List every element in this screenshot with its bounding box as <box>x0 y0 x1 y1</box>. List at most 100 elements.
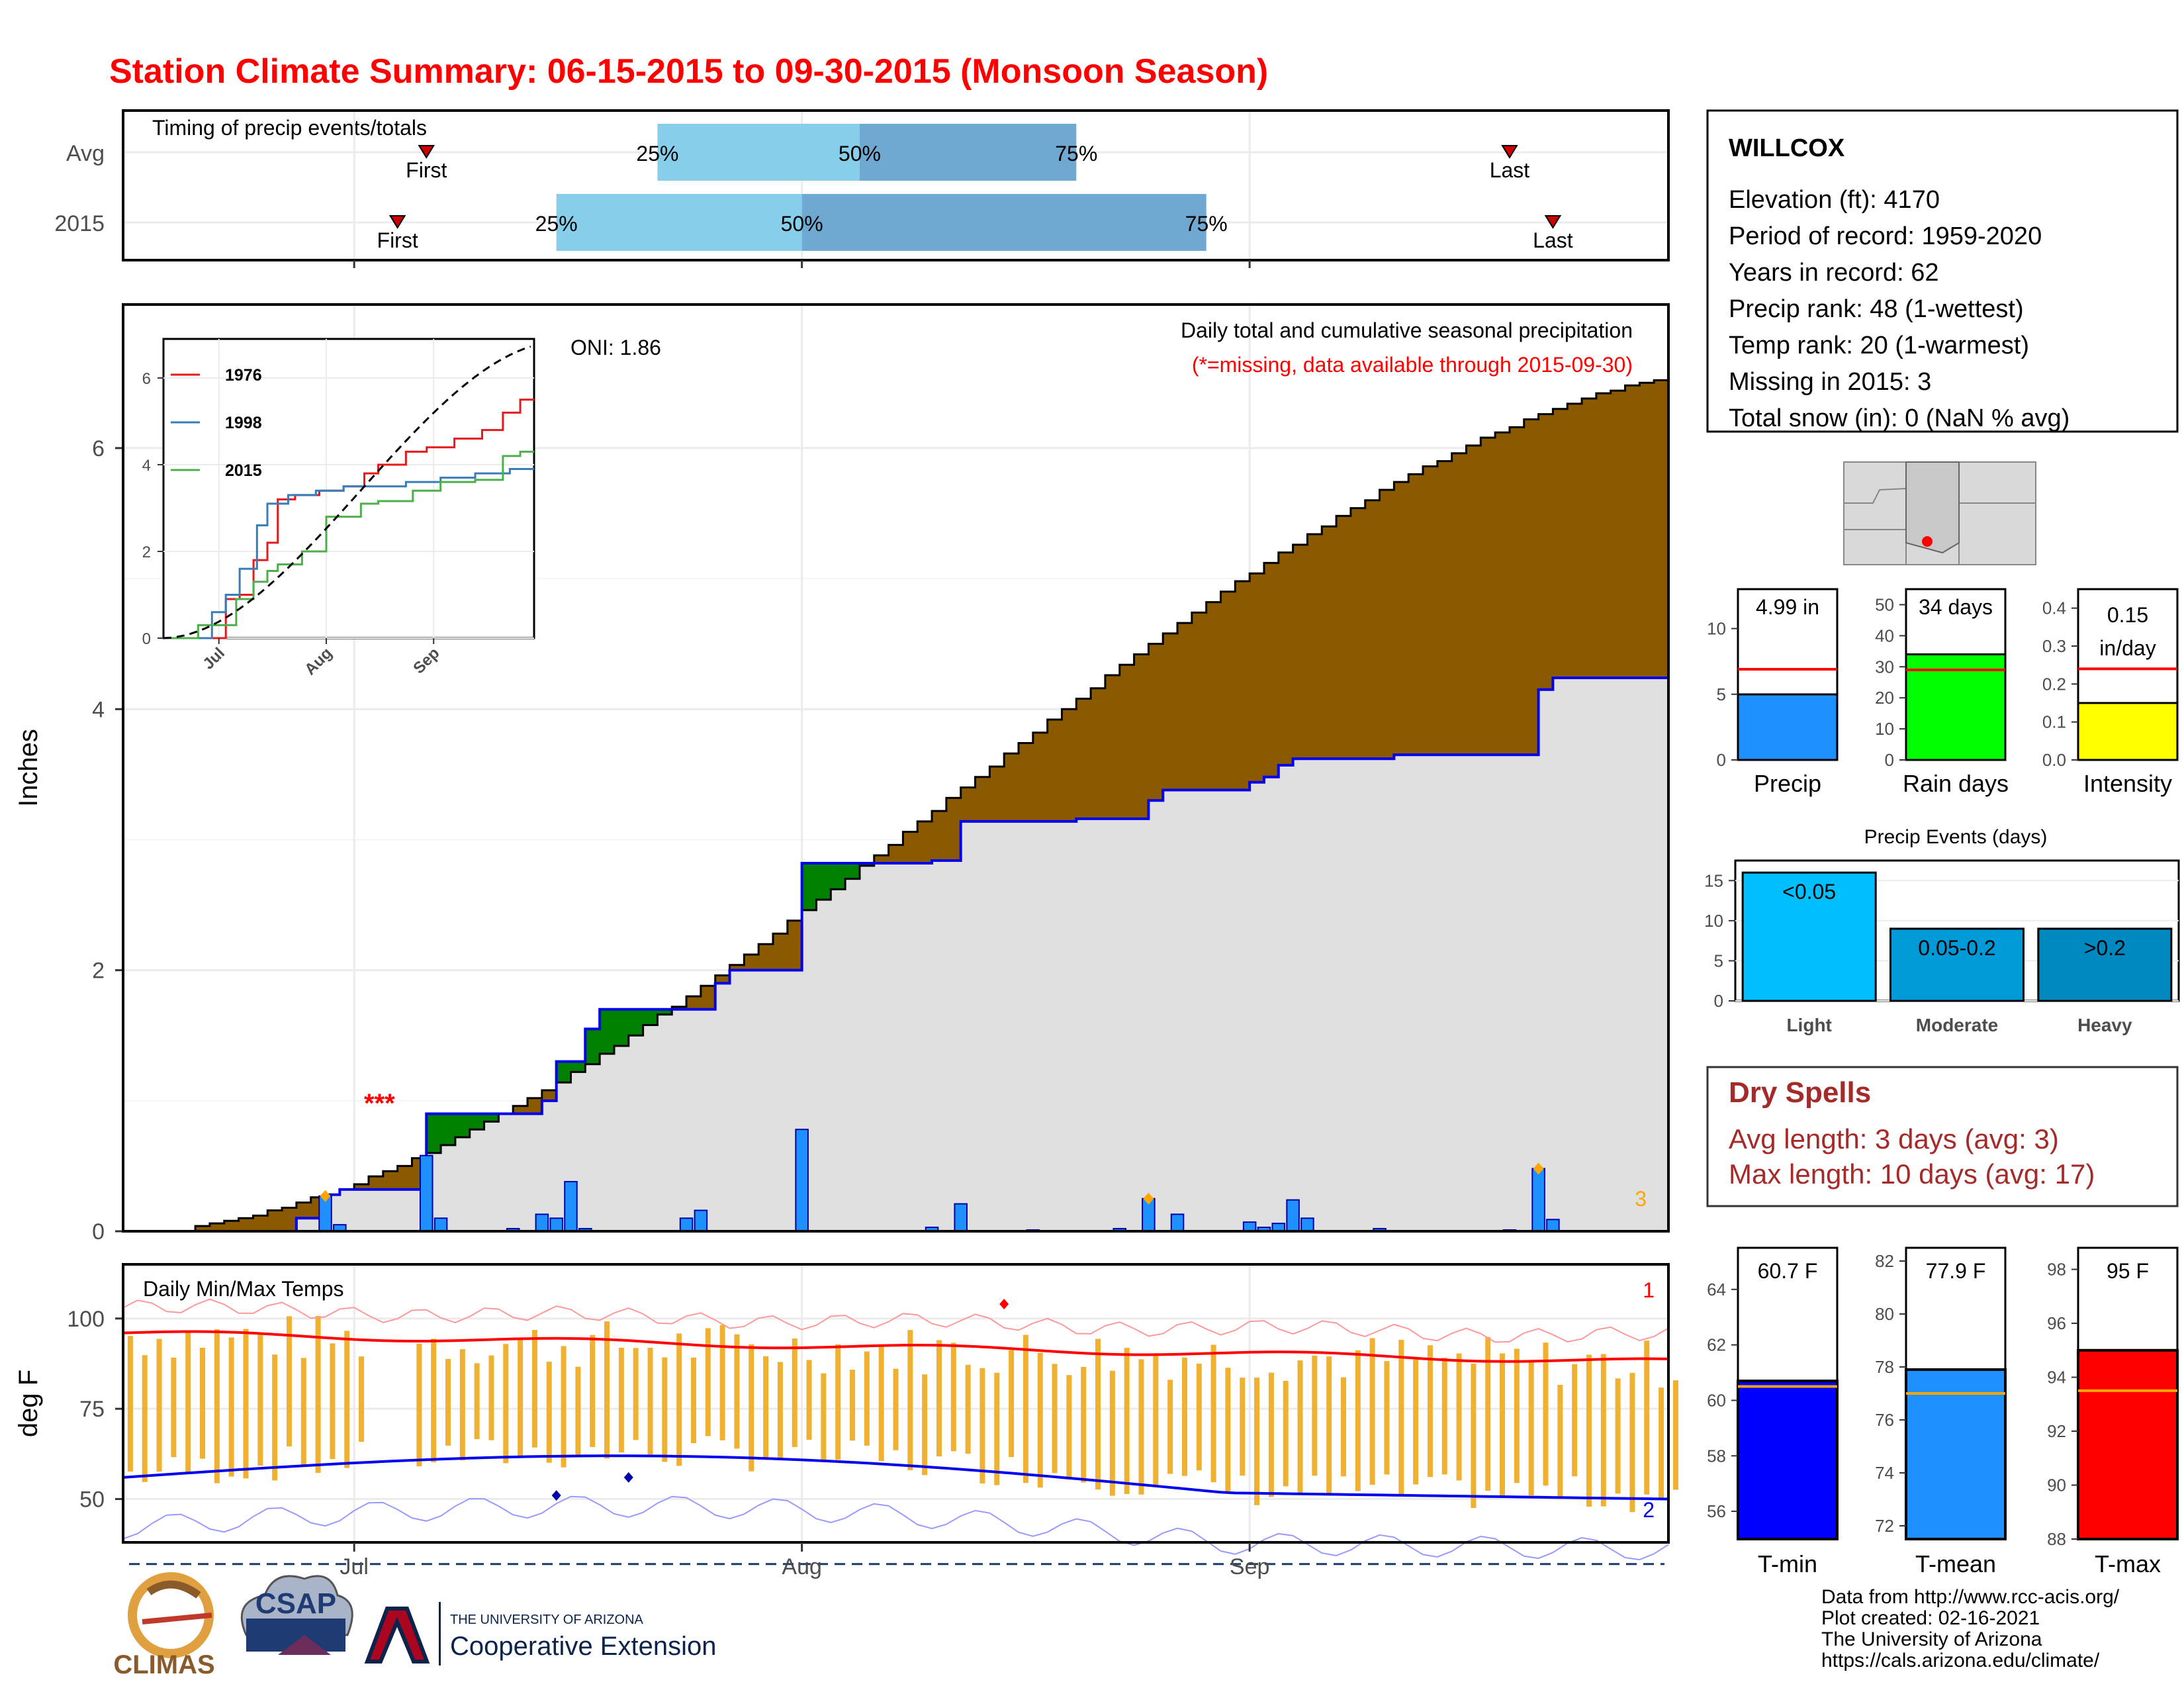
deficit-area <box>1350 508 1366 759</box>
daily-temp-bar <box>1167 1380 1173 1474</box>
temp-summary-value: 77.9 F <box>1926 1259 1986 1283</box>
surplus-area <box>816 863 831 900</box>
timing-bar-25-50 <box>556 194 802 251</box>
deficit-area <box>1625 385 1640 678</box>
summary-bar-label: Precip <box>1754 770 1821 797</box>
summary-value-unit: in/day <box>2099 636 2156 660</box>
daily-temp-bar <box>1196 1364 1202 1471</box>
precip-y-axis-label: Inches <box>14 729 43 807</box>
daily-precip-bar <box>419 1154 433 1232</box>
timing-first-marker-label: First <box>406 158 447 182</box>
daily-temp-bar <box>359 1356 365 1442</box>
daily-precip-bar <box>1300 1217 1314 1233</box>
deficit-area <box>744 954 759 970</box>
missing-count: 3 <box>1635 1187 1647 1211</box>
deficit-area <box>282 1207 297 1231</box>
temp-summary-bar-t-max <box>2077 1348 2179 1540</box>
daily-temp-bar <box>1268 1372 1274 1497</box>
deficit-area <box>1163 633 1178 790</box>
summary-y-tick: 40 <box>1875 626 1894 645</box>
deficit-area <box>1004 753 1019 821</box>
daily-temp-bar <box>561 1346 567 1468</box>
deficit-area <box>1191 612 1207 790</box>
record-high-marker <box>999 1299 1009 1309</box>
daily-temp-bar <box>1528 1361 1534 1496</box>
temp-y-tick: 100 <box>67 1307 105 1332</box>
deficit-area <box>715 975 731 984</box>
figure-title: Station Climate Summary: 06-15-2015 to 0… <box>109 52 1268 91</box>
precip-events-title: Precip Events (days) <box>1864 826 2048 848</box>
deficit-area <box>1076 698 1091 819</box>
deficit-area <box>1206 602 1222 790</box>
deficit-area <box>1018 743 1034 821</box>
daily-record-marker <box>320 1190 331 1202</box>
daily-temp-bar <box>893 1368 899 1450</box>
precip-y-tick: 4 <box>92 697 105 722</box>
deficit-area <box>1047 720 1063 821</box>
deficit-area <box>267 1210 283 1231</box>
summary-y-tick: 0.0 <box>2042 750 2066 770</box>
daily-temp-bar <box>821 1373 827 1462</box>
summary-y-tick: 0 <box>1717 750 1726 770</box>
temp-summary-label: T-min <box>1758 1550 1817 1577</box>
precip-events-y-tick: 0 <box>1714 991 1723 1011</box>
daily-temp-bar <box>950 1342 956 1452</box>
temp-summary-y-tick: 76 <box>1875 1410 1894 1430</box>
deficit-area <box>1553 408 1568 678</box>
temp-summary-y-tick: 90 <box>2047 1476 2066 1495</box>
inset-y-tick: 2 <box>142 543 151 561</box>
deficit-area <box>541 1090 557 1101</box>
daily-temp-bar <box>518 1337 523 1457</box>
temp-y-tick: 75 <box>79 1397 105 1422</box>
daily-precip-bar <box>1546 1219 1560 1233</box>
credit-line-2: Plot created: 02-16-2021 <box>1821 1607 2040 1629</box>
credits: Data from http://www.rcc-acis.org/ Plot … <box>1821 1586 2120 1671</box>
temp-summary-y-tick: 60 <box>1707 1390 1726 1410</box>
cumulative-2015-area <box>195 677 1669 1231</box>
precip-events-y-tick: 10 <box>1704 911 1723 931</box>
station-snow: Total snow (in): 0 (NaN % avg) <box>1729 404 2070 432</box>
summary-bar-intensity <box>2077 702 2179 761</box>
ua-line-1: THE UNIVERSITY OF ARIZONA <box>450 1613 644 1627</box>
daily-temp-bar <box>1514 1348 1520 1483</box>
deficit-area <box>224 1221 240 1231</box>
temp-summary-y-tick: 74 <box>1875 1463 1894 1483</box>
x-axis-tick-jul: Jul <box>340 1554 368 1579</box>
deficit-area <box>975 776 990 821</box>
summary-y-tick: 10 <box>1707 619 1726 639</box>
daily-temp-bar <box>171 1357 177 1458</box>
daily-temp-bar <box>142 1355 148 1482</box>
daily-temp-bar <box>1240 1378 1246 1476</box>
deficit-area <box>195 1226 210 1231</box>
credit-line-1: Data from http://www.rcc-acis.org/ <box>1821 1586 2120 1608</box>
daily-temp-bar <box>416 1343 422 1467</box>
daily-temp-bar <box>1441 1358 1447 1475</box>
daily-temp-bar <box>792 1338 797 1448</box>
daily-temp-bar <box>1384 1361 1390 1475</box>
deficit-area <box>758 944 774 970</box>
temp-summary-y-tick: 78 <box>1875 1357 1894 1377</box>
daily-temp-bar <box>344 1331 350 1468</box>
daily-temp-bar <box>763 1356 769 1460</box>
daily-temp-bar <box>1427 1345 1433 1477</box>
csap-logo-text: CSAP <box>255 1587 336 1620</box>
deficit-area <box>917 821 933 863</box>
station-elevation: Elevation (ft): 4170 <box>1729 186 1940 214</box>
daily-temp-bar <box>1644 1340 1650 1495</box>
credit-line-3: The University of Arizona <box>1821 1628 2042 1650</box>
csap-logo: CSAP <box>240 1575 353 1655</box>
summary-y-tick: 0.3 <box>2042 636 2066 656</box>
precip-events-category: Light <box>1786 1015 1831 1035</box>
temp-summary-y-tick: 94 <box>2047 1368 2066 1387</box>
deficit-area <box>1105 675 1120 819</box>
deficit-area <box>1379 490 1394 759</box>
deficit-area <box>1032 732 1048 821</box>
deficit-area <box>296 1202 312 1219</box>
daily-temp-bar <box>1615 1378 1621 1494</box>
deficit-area <box>1263 563 1279 777</box>
deficit-area <box>960 787 976 821</box>
daily-temp-bar <box>1500 1353 1506 1497</box>
deficit-area <box>1639 383 1655 678</box>
timing-bar-50-75 <box>859 124 1077 181</box>
daily-temp-bar <box>300 1358 306 1465</box>
